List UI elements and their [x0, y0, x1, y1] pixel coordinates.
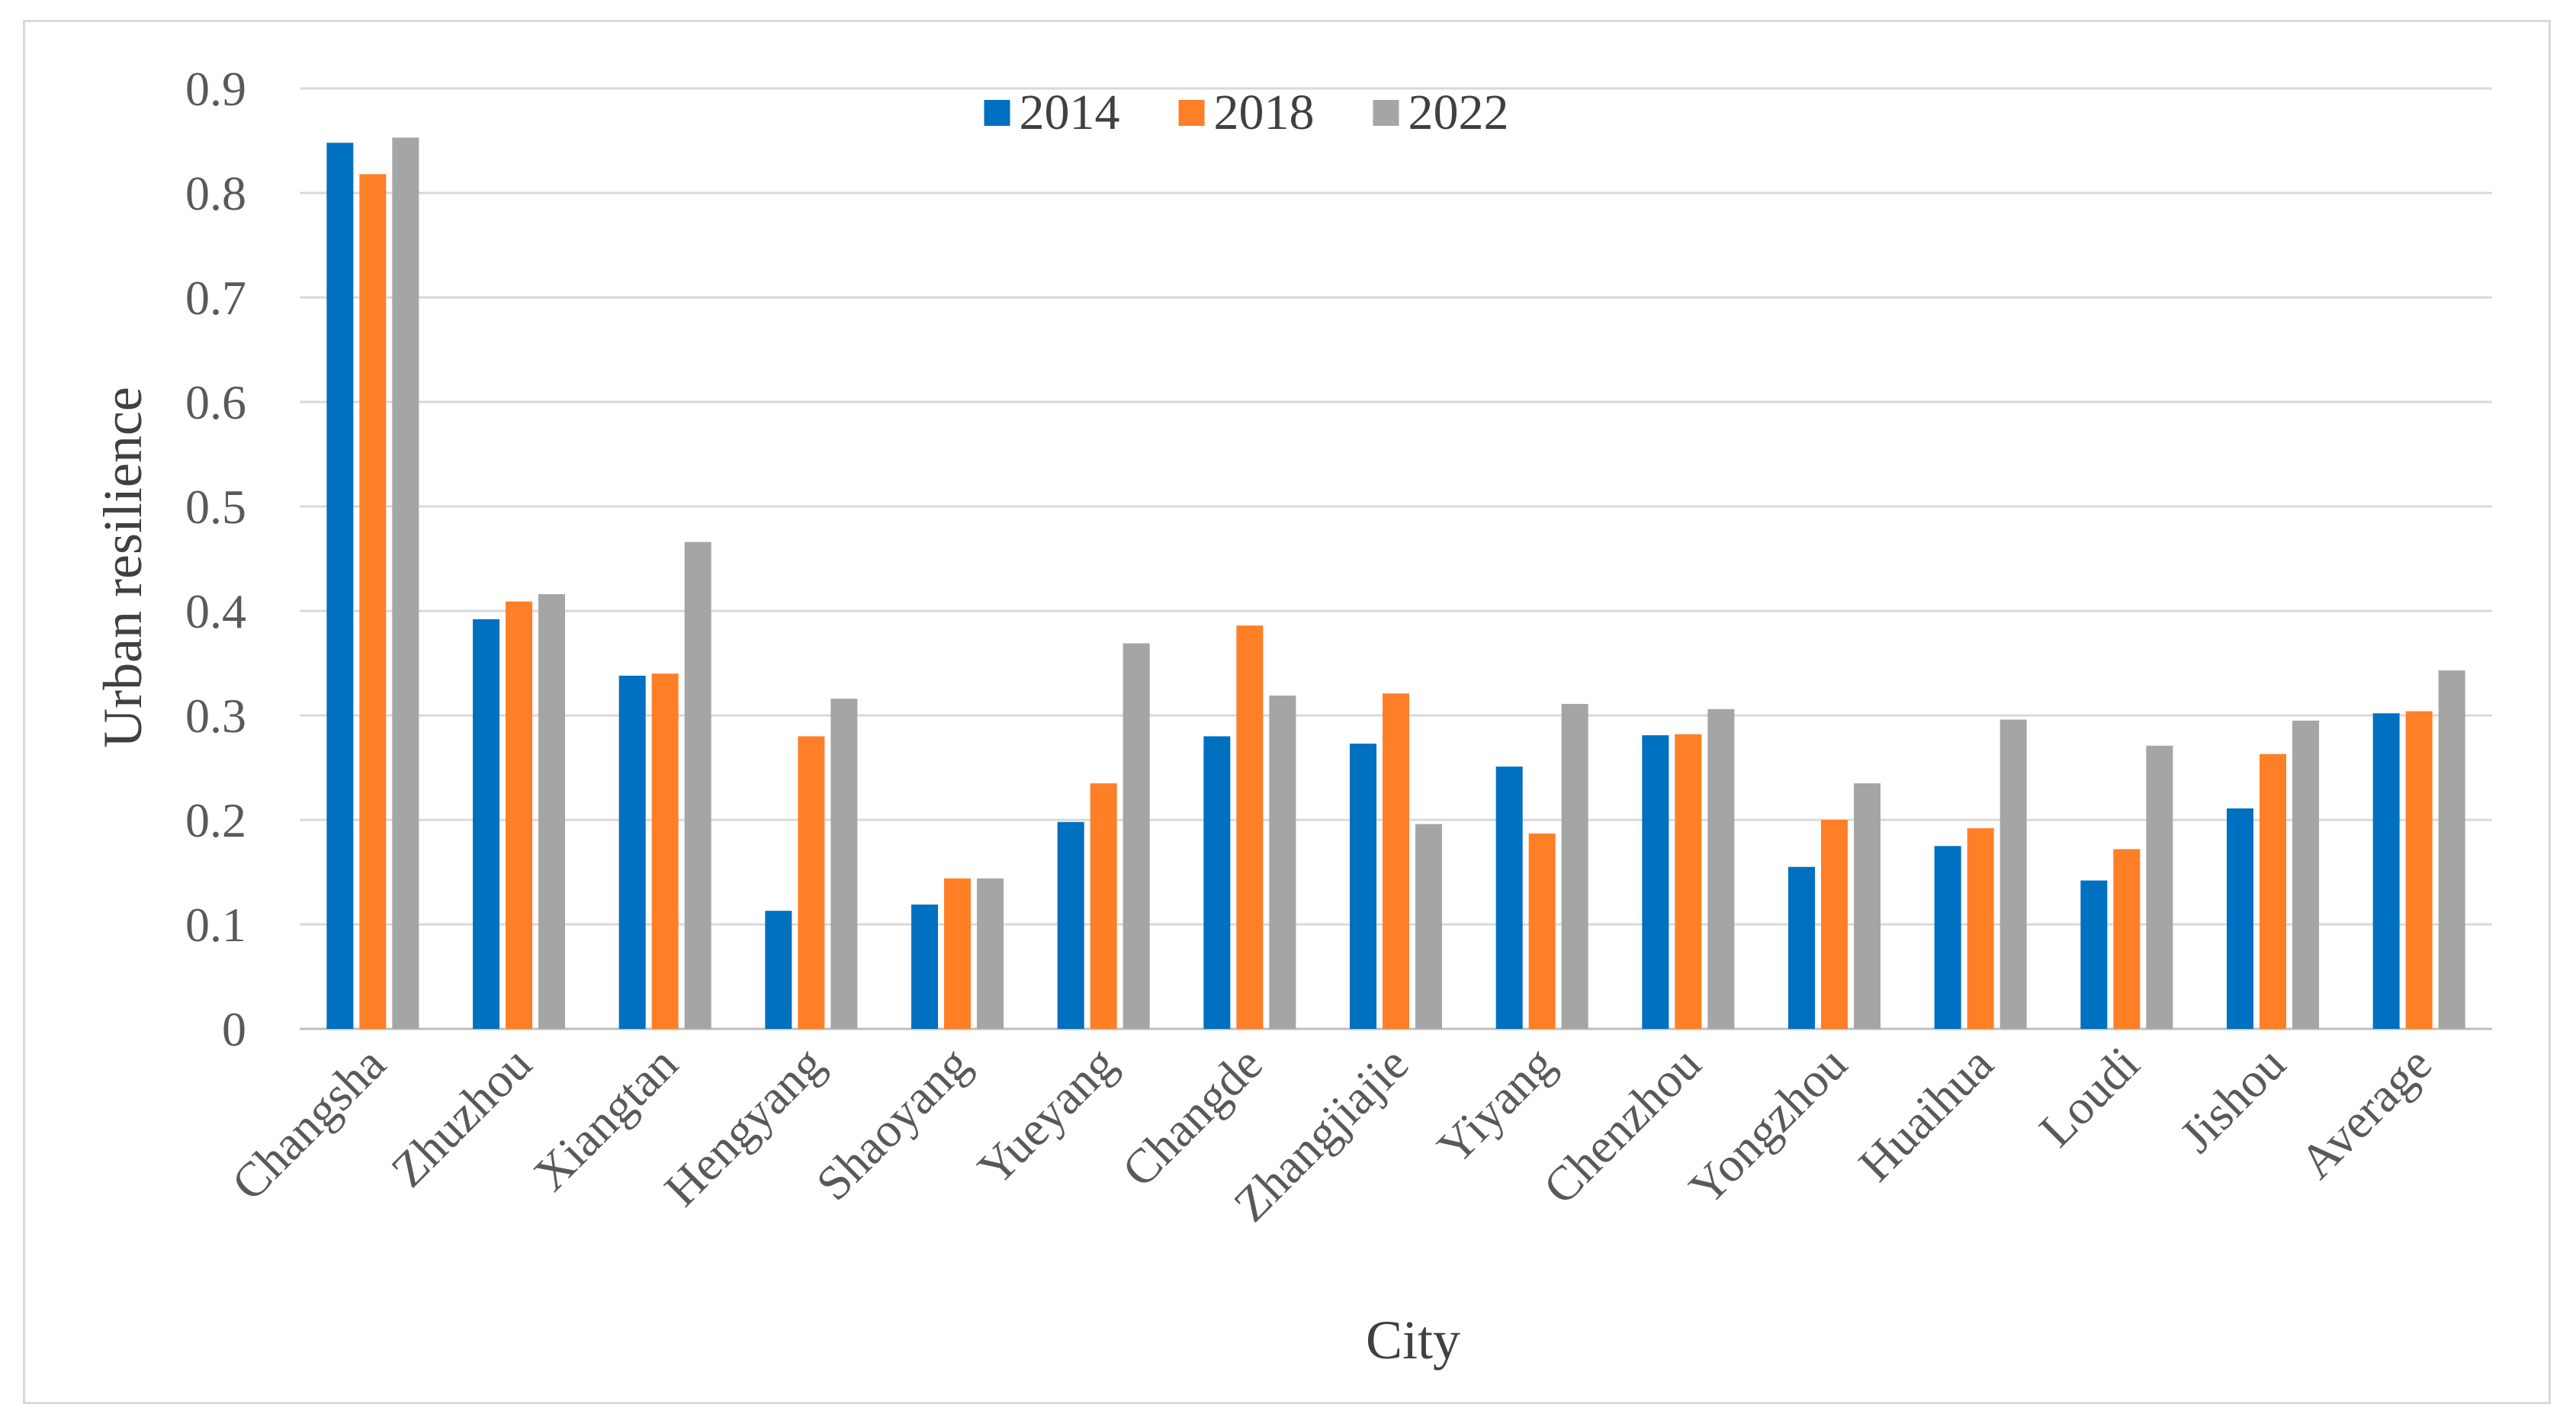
y-tick-label: 0.9: [185, 62, 246, 116]
x-tick-label: Average: [2289, 1037, 2442, 1189]
y-tick-label: 0.5: [185, 480, 246, 534]
bar-2014-yueyang: [1057, 821, 1084, 1029]
legend: 2014 2018 2022: [984, 85, 1509, 140]
legend-swatch-2018: [1178, 100, 1205, 126]
y-tick-label: 0: [222, 1002, 246, 1056]
bar-2014-changsha: [326, 143, 354, 1030]
bar-2018-jishou: [2260, 754, 2286, 1029]
bar-2022-yongzhou: [1854, 783, 1881, 1029]
x-tick-label: Yiyang: [1427, 1037, 1565, 1175]
x-tick-label: Changsha: [221, 1037, 396, 1211]
bar-2018-yueyang: [1090, 783, 1117, 1029]
bar-2014-chenzhou: [1642, 735, 1669, 1029]
bar-2014-yiyang: [1495, 767, 1523, 1029]
x-tick-label: Shaoyang: [806, 1037, 981, 1211]
y-tick-label: 0.1: [185, 898, 246, 952]
x-tick-label: Zhuzhou: [381, 1037, 541, 1197]
bar-2022-average: [2438, 670, 2465, 1029]
bar-2022-zhangjiajie: [1415, 824, 1442, 1029]
y-tick-label: 0.3: [185, 689, 246, 743]
bar-2022-zhuzhou: [538, 594, 565, 1029]
bar-2018-zhuzhou: [506, 601, 532, 1029]
bar-2014-hengyang: [765, 911, 792, 1029]
bar-2014-zhuzhou: [473, 619, 499, 1029]
bar-2014-changde: [1203, 736, 1231, 1029]
legend-swatch-2014: [984, 100, 1010, 126]
bar-2022-chenzhou: [1707, 709, 1735, 1029]
bar-2022-jishou: [2292, 720, 2319, 1029]
bar-2014-zhangjiajie: [1350, 743, 1376, 1029]
bar-chart: 0 0.1 0.2 0.3 0.4 0.5 0.6 0.7 0.8 0.9 ChangshaZhu…: [92, 62, 2492, 1371]
bar-2018-huaihua: [1967, 828, 1994, 1029]
bar-2022-changsha: [392, 137, 419, 1029]
bar-2018-chenzhou: [1675, 734, 1702, 1029]
x-tick-label: Loudi: [2028, 1037, 2149, 1157]
x-tick-label: Jishou: [2170, 1037, 2296, 1163]
bar-2018-shaoyang: [944, 878, 971, 1029]
bar-2018-zhangjiajie: [1383, 693, 1409, 1029]
bars: [326, 137, 2465, 1030]
bar-2022-yueyang: [1123, 643, 1150, 1029]
bar-2018-changsha: [359, 174, 387, 1030]
y-tick-label: 0.6: [185, 375, 246, 429]
x-tick-label: Yongzhou: [1678, 1037, 1857, 1215]
legend-swatch-2022: [1373, 100, 1399, 126]
bar-2014-average: [2372, 713, 2400, 1029]
bar-2018-loudi: [2113, 849, 2141, 1029]
y-axis-title: Urban resilience: [92, 387, 153, 748]
bar-2014-shaoyang: [911, 904, 938, 1029]
bar-2014-huaihua: [1934, 846, 1961, 1029]
bar-2018-yongzhou: [1821, 820, 1848, 1029]
y-tick-label: 0.7: [185, 271, 246, 325]
x-tick-label: Yueyang: [968, 1037, 1127, 1196]
chart-frame: 0 0.1 0.2 0.3 0.4 0.5 0.6 0.7 0.8 0.9 Changsha Zhu…: [23, 20, 2551, 1404]
bar-2018-changde: [1236, 625, 1264, 1029]
x-axis-ticks: ChangshaZhuzhouXiangtanHengyangShaoyangY…: [221, 1037, 2442, 1232]
bar-2018-hengyang: [798, 736, 825, 1029]
legend-label-2014: 2014: [1020, 85, 1120, 140]
bar-2014-loudi: [2080, 880, 2108, 1029]
bar-2014-jishou: [2227, 808, 2253, 1029]
x-tick-label: Chenzhou: [1533, 1037, 1711, 1215]
bar-2022-huaihua: [1999, 719, 2027, 1029]
y-axis-ticks: 0 0.1 0.2 0.3 0.4 0.5 0.6 0.7 0.8 0.9: [185, 62, 246, 1056]
bar-2018-yiyang: [1528, 833, 1556, 1029]
bar-2022-xiangtan: [684, 542, 711, 1029]
bar-2022-shaoyang: [977, 878, 1004, 1029]
x-axis-title: City: [1366, 1310, 1460, 1371]
bar-2018-average: [2405, 711, 2433, 1029]
x-tick-label: Huaihua: [1848, 1037, 2004, 1192]
bar-2018-xiangtan: [651, 673, 679, 1029]
bar-2022-hengyang: [830, 699, 858, 1029]
y-tick-label: 0.4: [185, 584, 246, 638]
x-tick-label: Hengyang: [654, 1037, 834, 1216]
bar-2014-xiangtan: [618, 675, 646, 1029]
bar-2022-changde: [1269, 695, 1296, 1029]
bar-2022-loudi: [2146, 745, 2173, 1029]
y-tick-label: 0.8: [185, 166, 246, 220]
bar-2022-yiyang: [1561, 703, 1588, 1029]
legend-label-2018: 2018: [1214, 85, 1315, 140]
bar-2014-yongzhou: [1788, 866, 1815, 1029]
y-tick-label: 0.2: [185, 793, 246, 847]
legend-label-2022: 2022: [1408, 85, 1509, 140]
